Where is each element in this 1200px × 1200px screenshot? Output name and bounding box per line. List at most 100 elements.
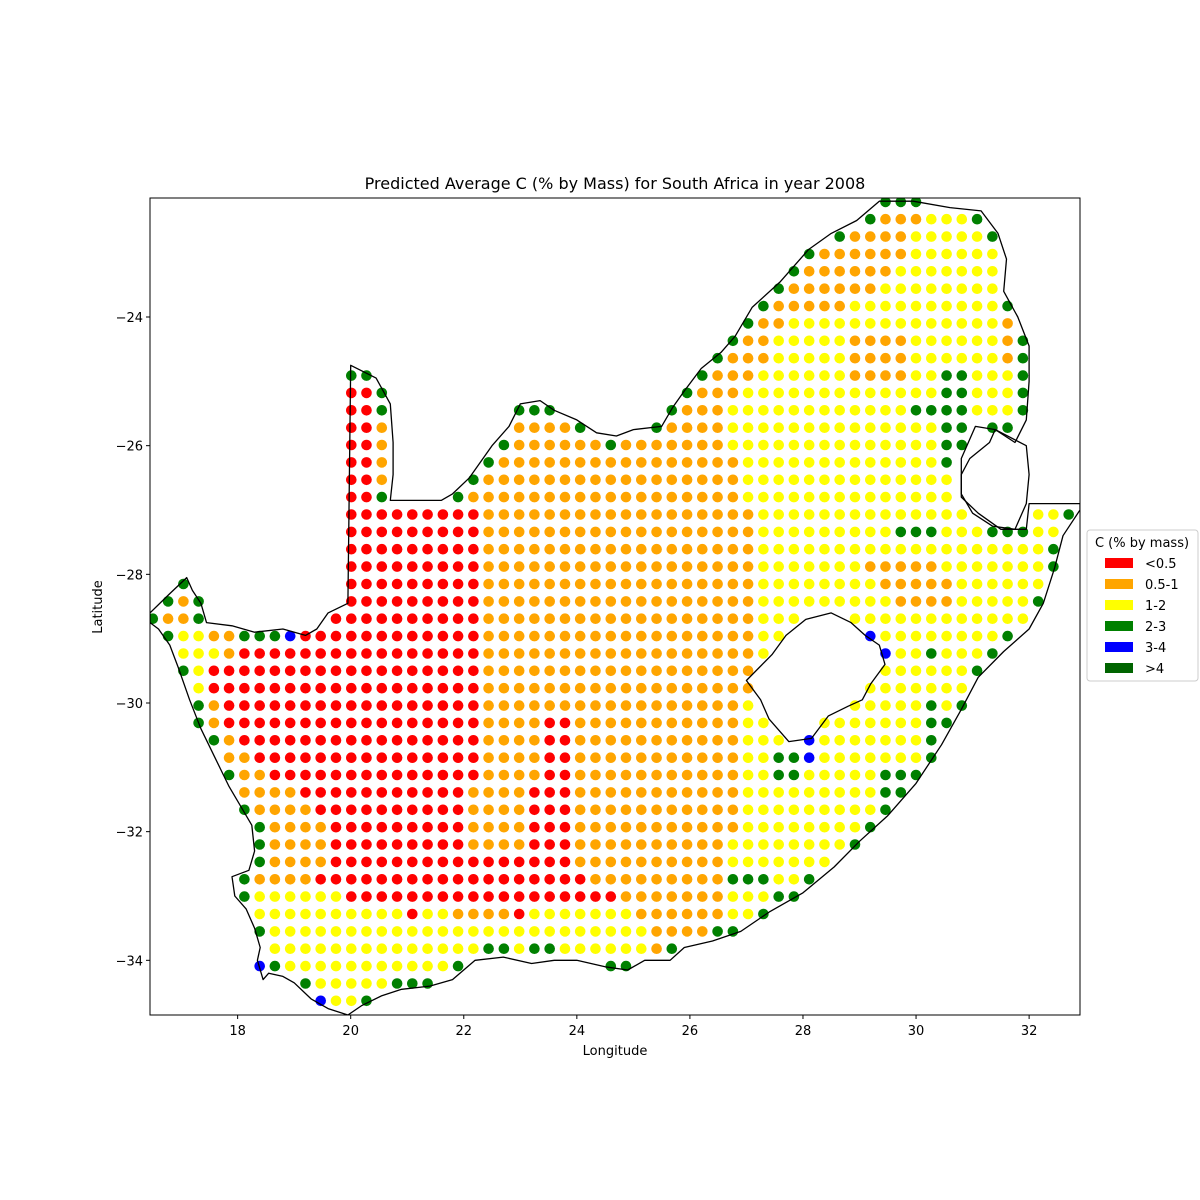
data-point xyxy=(834,526,845,538)
data-point xyxy=(681,596,693,607)
data-point xyxy=(697,665,708,677)
data-point xyxy=(666,874,678,885)
data-point xyxy=(712,926,723,937)
data-point xyxy=(483,804,494,816)
data-point xyxy=(941,474,952,486)
data-point xyxy=(941,543,952,555)
data-point xyxy=(422,509,433,520)
data-point xyxy=(590,613,601,624)
data-point xyxy=(910,717,922,729)
data-point xyxy=(1048,526,1059,538)
data-point xyxy=(529,804,540,816)
data-point xyxy=(681,839,693,850)
data-point xyxy=(849,561,861,572)
data-point xyxy=(819,387,830,399)
data-point xyxy=(727,561,739,572)
data-point xyxy=(452,578,464,590)
data-point xyxy=(926,231,937,242)
data-point xyxy=(681,405,693,416)
data-point xyxy=(788,561,800,572)
y-tick-label: −32 xyxy=(116,826,143,841)
data-point xyxy=(697,526,708,538)
data-point xyxy=(269,804,281,816)
data-point xyxy=(834,422,845,434)
data-point xyxy=(834,457,845,468)
data-point xyxy=(407,526,418,538)
data-point xyxy=(987,318,998,329)
data-point xyxy=(742,856,754,868)
data-point xyxy=(239,630,250,642)
data-point xyxy=(376,491,388,503)
data-point xyxy=(834,804,845,816)
data-point xyxy=(559,926,571,937)
data-point xyxy=(269,874,281,885)
data-point xyxy=(834,752,845,763)
data-point xyxy=(910,665,922,677)
data-point xyxy=(269,648,281,659)
data-point xyxy=(239,717,250,729)
data-point xyxy=(376,978,388,989)
data-point xyxy=(361,474,372,486)
data-point xyxy=(284,926,296,937)
data-point xyxy=(926,700,937,711)
data-point xyxy=(330,960,342,972)
data-point xyxy=(391,891,403,902)
data-point xyxy=(468,491,479,503)
data-point xyxy=(788,474,800,486)
data-point xyxy=(651,943,662,954)
data-point xyxy=(987,370,998,381)
data-point xyxy=(468,700,479,711)
data-point xyxy=(666,717,678,729)
data-point xyxy=(941,422,952,434)
data-point xyxy=(284,839,296,850)
data-point xyxy=(529,839,540,850)
data-point xyxy=(773,874,784,885)
data-point xyxy=(819,439,830,451)
data-point xyxy=(223,665,235,677)
data-point xyxy=(666,543,678,555)
data-point xyxy=(971,266,983,277)
data-point xyxy=(803,509,815,520)
data-point xyxy=(605,856,617,868)
data-point xyxy=(590,856,601,868)
data-point xyxy=(269,735,281,746)
data-point xyxy=(956,335,968,347)
data-point xyxy=(590,752,601,763)
data-point xyxy=(727,769,739,781)
data-point xyxy=(956,300,968,312)
data-point xyxy=(468,561,479,572)
data-point xyxy=(407,596,418,607)
data-point xyxy=(239,752,250,763)
data-point xyxy=(284,856,296,868)
x-tick-label: 28 xyxy=(795,1024,812,1039)
data-point xyxy=(666,891,678,902)
data-point xyxy=(269,630,281,642)
data-point xyxy=(865,526,876,538)
data-point xyxy=(269,908,281,920)
data-point xyxy=(941,405,952,416)
data-point xyxy=(926,717,937,729)
data-point xyxy=(742,439,754,451)
data-point xyxy=(1002,543,1013,555)
data-point xyxy=(559,543,571,555)
data-point xyxy=(376,613,388,624)
data-point xyxy=(849,370,861,381)
data-point xyxy=(1048,509,1059,520)
data-point xyxy=(941,248,952,260)
data-point xyxy=(529,769,540,781)
data-point xyxy=(407,839,418,850)
data-point xyxy=(513,821,525,833)
data-point xyxy=(758,787,769,798)
data-point xyxy=(529,943,540,954)
data-point xyxy=(636,821,647,833)
data-point xyxy=(361,422,372,434)
data-point xyxy=(895,717,907,729)
data-point xyxy=(208,630,220,642)
data-point xyxy=(544,491,555,503)
data-point xyxy=(407,787,418,798)
data-point xyxy=(391,926,403,937)
data-point xyxy=(849,752,861,763)
data-point xyxy=(742,839,754,850)
data-point xyxy=(513,926,525,937)
data-point xyxy=(819,266,830,277)
